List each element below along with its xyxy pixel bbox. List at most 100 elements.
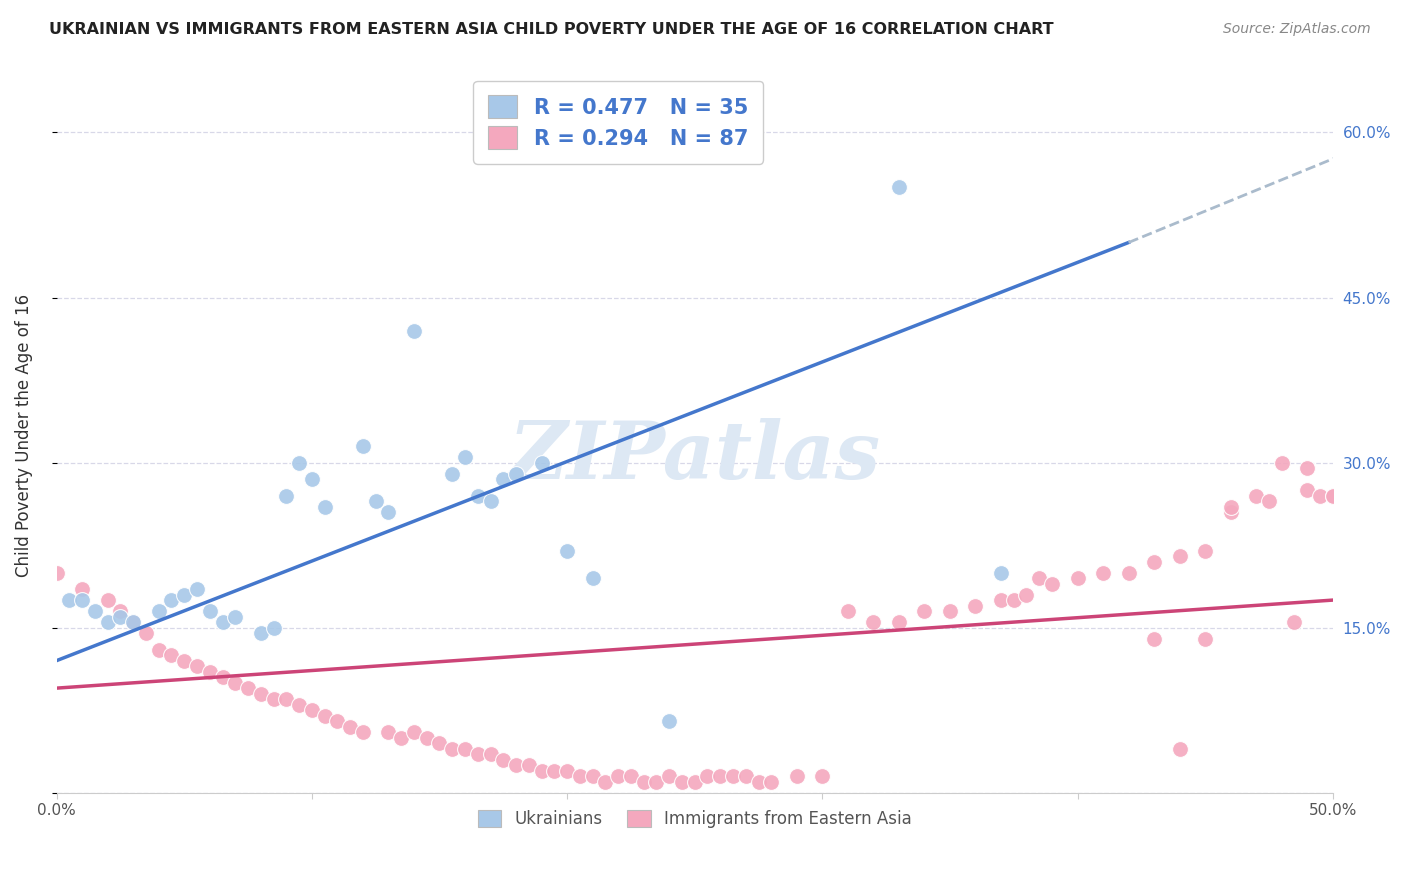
Point: [186, 582, 208, 596]
Legend: Ukrainians, Immigrants from Eastern Asia: Ukrainians, Immigrants from Eastern Asia: [471, 803, 918, 834]
Point: [555, 764, 578, 778]
Point: [645, 774, 668, 789]
Point: [160, 648, 183, 662]
Point: [811, 769, 834, 783]
Point: [696, 769, 718, 783]
Point: [1322, 489, 1344, 503]
Point: [990, 593, 1012, 607]
Point: [658, 714, 681, 728]
Point: [173, 654, 195, 668]
Point: [301, 472, 323, 486]
Point: [505, 467, 527, 481]
Point: [1143, 555, 1166, 569]
Point: [721, 769, 744, 783]
Point: [734, 769, 756, 783]
Point: [1168, 741, 1191, 756]
Point: [148, 642, 170, 657]
Point: [352, 725, 374, 739]
Point: [236, 681, 259, 695]
Point: [198, 665, 221, 679]
Point: [58, 593, 80, 607]
Point: [429, 736, 451, 750]
Point: [505, 758, 527, 772]
Y-axis label: Child Poverty Under the Age of 16: Child Poverty Under the Age of 16: [15, 293, 32, 576]
Point: [415, 731, 437, 745]
Point: [761, 774, 783, 789]
Point: [517, 758, 540, 772]
Text: UKRAINIAN VS IMMIGRANTS FROM EASTERN ASIA CHILD POVERTY UNDER THE AGE OF 16 CORR: UKRAINIAN VS IMMIGRANTS FROM EASTERN ASI…: [49, 22, 1054, 37]
Point: [479, 747, 502, 761]
Point: [1322, 489, 1344, 503]
Point: [249, 626, 271, 640]
Text: Source: ZipAtlas.com: Source: ZipAtlas.com: [1223, 22, 1371, 37]
Point: [173, 588, 195, 602]
Point: [288, 456, 311, 470]
Point: [555, 543, 578, 558]
Point: [492, 472, 515, 486]
Point: [1040, 576, 1063, 591]
Point: [352, 439, 374, 453]
Point: [276, 489, 298, 503]
Point: [1066, 571, 1088, 585]
Point: [990, 566, 1012, 580]
Point: [1271, 456, 1294, 470]
Point: [620, 769, 643, 783]
Point: [1296, 483, 1319, 497]
Point: [263, 621, 285, 635]
Point: [441, 741, 464, 756]
Point: [326, 714, 349, 728]
Point: [1028, 571, 1050, 585]
Point: [530, 764, 553, 778]
Point: [110, 609, 132, 624]
Point: [135, 626, 157, 640]
Point: [301, 703, 323, 717]
Point: [1092, 566, 1115, 580]
Point: [288, 698, 311, 712]
Point: [249, 687, 271, 701]
Point: [441, 467, 464, 481]
Point: [786, 769, 808, 783]
Point: [70, 582, 93, 596]
Point: [658, 769, 681, 783]
Point: [211, 670, 233, 684]
Point: [122, 615, 145, 629]
Point: [1118, 566, 1140, 580]
Point: [160, 593, 183, 607]
Point: [377, 725, 399, 739]
Point: [912, 604, 935, 618]
Point: [110, 604, 132, 618]
Point: [402, 725, 425, 739]
Point: [224, 609, 246, 624]
Point: [263, 692, 285, 706]
Point: [939, 604, 962, 618]
Point: [198, 604, 221, 618]
Point: [683, 774, 706, 789]
Point: [1258, 494, 1281, 508]
Point: [467, 489, 489, 503]
Point: [364, 494, 387, 508]
Point: [467, 747, 489, 761]
Point: [122, 615, 145, 629]
Point: [581, 571, 603, 585]
Point: [837, 604, 859, 618]
Point: [543, 764, 565, 778]
Point: [1168, 549, 1191, 563]
Text: ZIPatlas: ZIPatlas: [509, 417, 880, 495]
Point: [965, 599, 987, 613]
Point: [709, 769, 731, 783]
Point: [581, 769, 603, 783]
Point: [314, 708, 336, 723]
Point: [1309, 489, 1331, 503]
Point: [402, 324, 425, 338]
Point: [339, 720, 361, 734]
Point: [887, 615, 910, 629]
Point: [492, 753, 515, 767]
Point: [1015, 588, 1038, 602]
Point: [83, 604, 105, 618]
Point: [671, 774, 693, 789]
Point: [530, 456, 553, 470]
Point: [1284, 615, 1306, 629]
Point: [377, 505, 399, 519]
Point: [45, 566, 67, 580]
Point: [97, 615, 120, 629]
